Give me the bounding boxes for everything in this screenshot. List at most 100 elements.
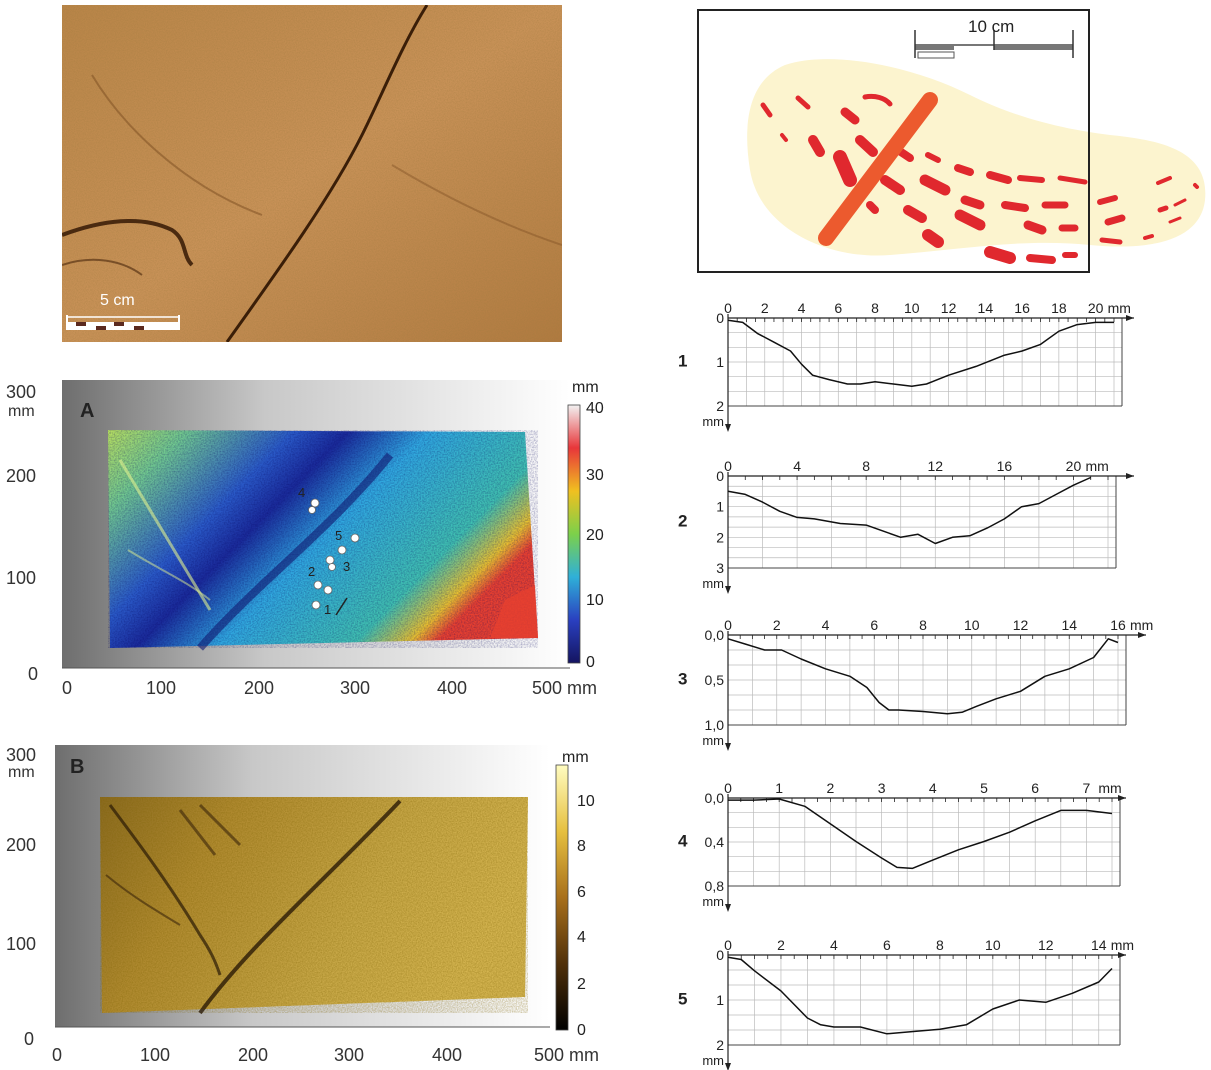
- profile-xtick: 6: [870, 617, 878, 633]
- profile-xtick: 8: [862, 458, 870, 474]
- profile-xtick: 8: [919, 617, 927, 633]
- panel-a-yunit: mm: [8, 403, 35, 420]
- profile-curve: [728, 798, 1113, 870]
- profile-xtick: 8: [936, 937, 944, 953]
- profile-xtick: 16: [1110, 617, 1126, 633]
- profile-xunit: mm: [1130, 617, 1153, 633]
- profile-xtick: 2: [761, 300, 769, 316]
- profile-xunit: mm: [1098, 780, 1121, 796]
- profile-xtick: 5: [980, 780, 988, 796]
- orange-groove: [818, 92, 938, 246]
- profile-xtick: 2: [773, 617, 781, 633]
- profile-ytick: 0: [716, 468, 724, 484]
- panel-b-ytick: 300: [6, 745, 36, 765]
- profile-yunit: mm: [702, 576, 724, 591]
- profile-ytick: 0,5: [705, 672, 725, 688]
- profile-xtick: 18: [1051, 300, 1067, 316]
- profile-yunit: mm: [702, 733, 724, 748]
- profile-grid: [728, 318, 1122, 407]
- profile-curve: [727, 956, 1113, 1035]
- panel-b-xtick: 300: [334, 1045, 364, 1065]
- profile-number: 5: [678, 990, 687, 1009]
- profile-xtick: 4: [830, 937, 838, 953]
- panel-a: 4 5 3 2 1 A 300 mm 200 100 0 0 100 200 3…: [6, 379, 604, 698]
- profile-xunit: mm: [1085, 458, 1108, 474]
- profile-xtick: 2: [827, 780, 835, 796]
- panel-a-xtick: 200: [244, 678, 274, 698]
- profile-xtick: 12: [941, 300, 957, 316]
- profile-xtick: 14: [1091, 937, 1107, 953]
- marker-label-2: 2: [308, 564, 315, 579]
- profile-xtick: 6: [883, 937, 891, 953]
- y-arrow-icon: [725, 586, 731, 594]
- profile-xtick: 4: [929, 780, 937, 796]
- profile-xtick: 3: [878, 780, 886, 796]
- panel-b: B 300 mm 200 100 0 0 100 200 300 400 500…: [6, 745, 599, 1065]
- panel-b-yunit: mm: [8, 764, 35, 781]
- x-arrow-icon: [1126, 473, 1134, 479]
- x-arrow-icon: [1118, 952, 1126, 958]
- profile-ytick: 1,0: [705, 717, 725, 733]
- panel-a-xtick: 300: [340, 678, 370, 698]
- panel-a-colorbar: [567, 404, 581, 664]
- marker-label-4: 4: [298, 485, 305, 500]
- panel-b-colorbar: [555, 764, 569, 1031]
- panel-a-xtick: 500 mm: [532, 678, 597, 698]
- panel-a-cbtick: 10: [586, 592, 604, 609]
- sketch-scale-label: 10 cm: [968, 17, 1014, 36]
- profile-xtick: 6: [1031, 780, 1039, 796]
- sketch-scale-bar: [914, 30, 1074, 59]
- marker-label-1: 1: [324, 602, 331, 617]
- profile-xtick: 0: [724, 300, 732, 316]
- red-dot-rows: [760, 93, 1199, 264]
- motif-sketch: 10 cm: [697, 9, 1206, 273]
- panel-a-cbtick: 20: [586, 527, 604, 544]
- y-arrow-icon: [725, 743, 731, 751]
- panel-b-xtick: 0: [52, 1045, 62, 1065]
- profile-xtick: 0: [724, 458, 732, 474]
- profile-ytick: 1: [716, 499, 724, 515]
- panel-b-xtick: 500 mm: [534, 1045, 599, 1065]
- x-arrow-icon: [1126, 315, 1134, 321]
- profile-ytick: 0: [716, 310, 724, 326]
- panel-a-xtick: 0: [62, 678, 72, 698]
- panel-a-cbtick: 40: [586, 400, 604, 417]
- panel-a-ytick: 300: [6, 382, 36, 402]
- profile-yunit: mm: [702, 1053, 724, 1068]
- photo-scale-bar: [66, 315, 180, 330]
- profile-ytick: 2: [716, 398, 724, 414]
- panel-b-cbtick: 6: [577, 884, 586, 901]
- profile-xtick: 12: [1013, 617, 1029, 633]
- profile-xunit: mm: [1111, 937, 1134, 953]
- profile-xtick: 2: [777, 937, 785, 953]
- profile-xtick: 16: [1014, 300, 1030, 316]
- profile-xtick: 10: [904, 300, 920, 316]
- profile-xtick: 20: [1066, 458, 1082, 474]
- profile-number: 2: [678, 512, 687, 531]
- sketch-panel-outline: [747, 59, 1206, 256]
- rock-photo: 5 cm: [62, 5, 562, 342]
- profile-xunit: mm: [1108, 300, 1131, 316]
- panel-a-cbtick: 0: [586, 654, 595, 671]
- profile-curve: [727, 638, 1119, 715]
- profile-xtick: 12: [1038, 937, 1054, 953]
- profile-xtick: 7: [1083, 780, 1091, 796]
- y-arrow-icon: [725, 904, 731, 912]
- profile-xtick: 1: [775, 780, 783, 796]
- profile-grid: [728, 476, 1116, 569]
- panel-a-ytick: 200: [6, 466, 36, 486]
- profile-xtick: 14: [978, 300, 994, 316]
- profile-number: 4: [678, 831, 688, 850]
- y-arrow-icon: [725, 1063, 731, 1070]
- panel-b-xtick: 200: [238, 1045, 268, 1065]
- profile-xtick: 16: [997, 458, 1013, 474]
- profile-xtick: 10: [985, 937, 1001, 953]
- panel-b-letter: B: [70, 756, 84, 778]
- profile-xtick: 14: [1061, 617, 1077, 633]
- profile-ytick: 3: [716, 560, 724, 576]
- profile-curve: [727, 476, 1092, 545]
- panel-b-cbtick: 4: [577, 929, 586, 946]
